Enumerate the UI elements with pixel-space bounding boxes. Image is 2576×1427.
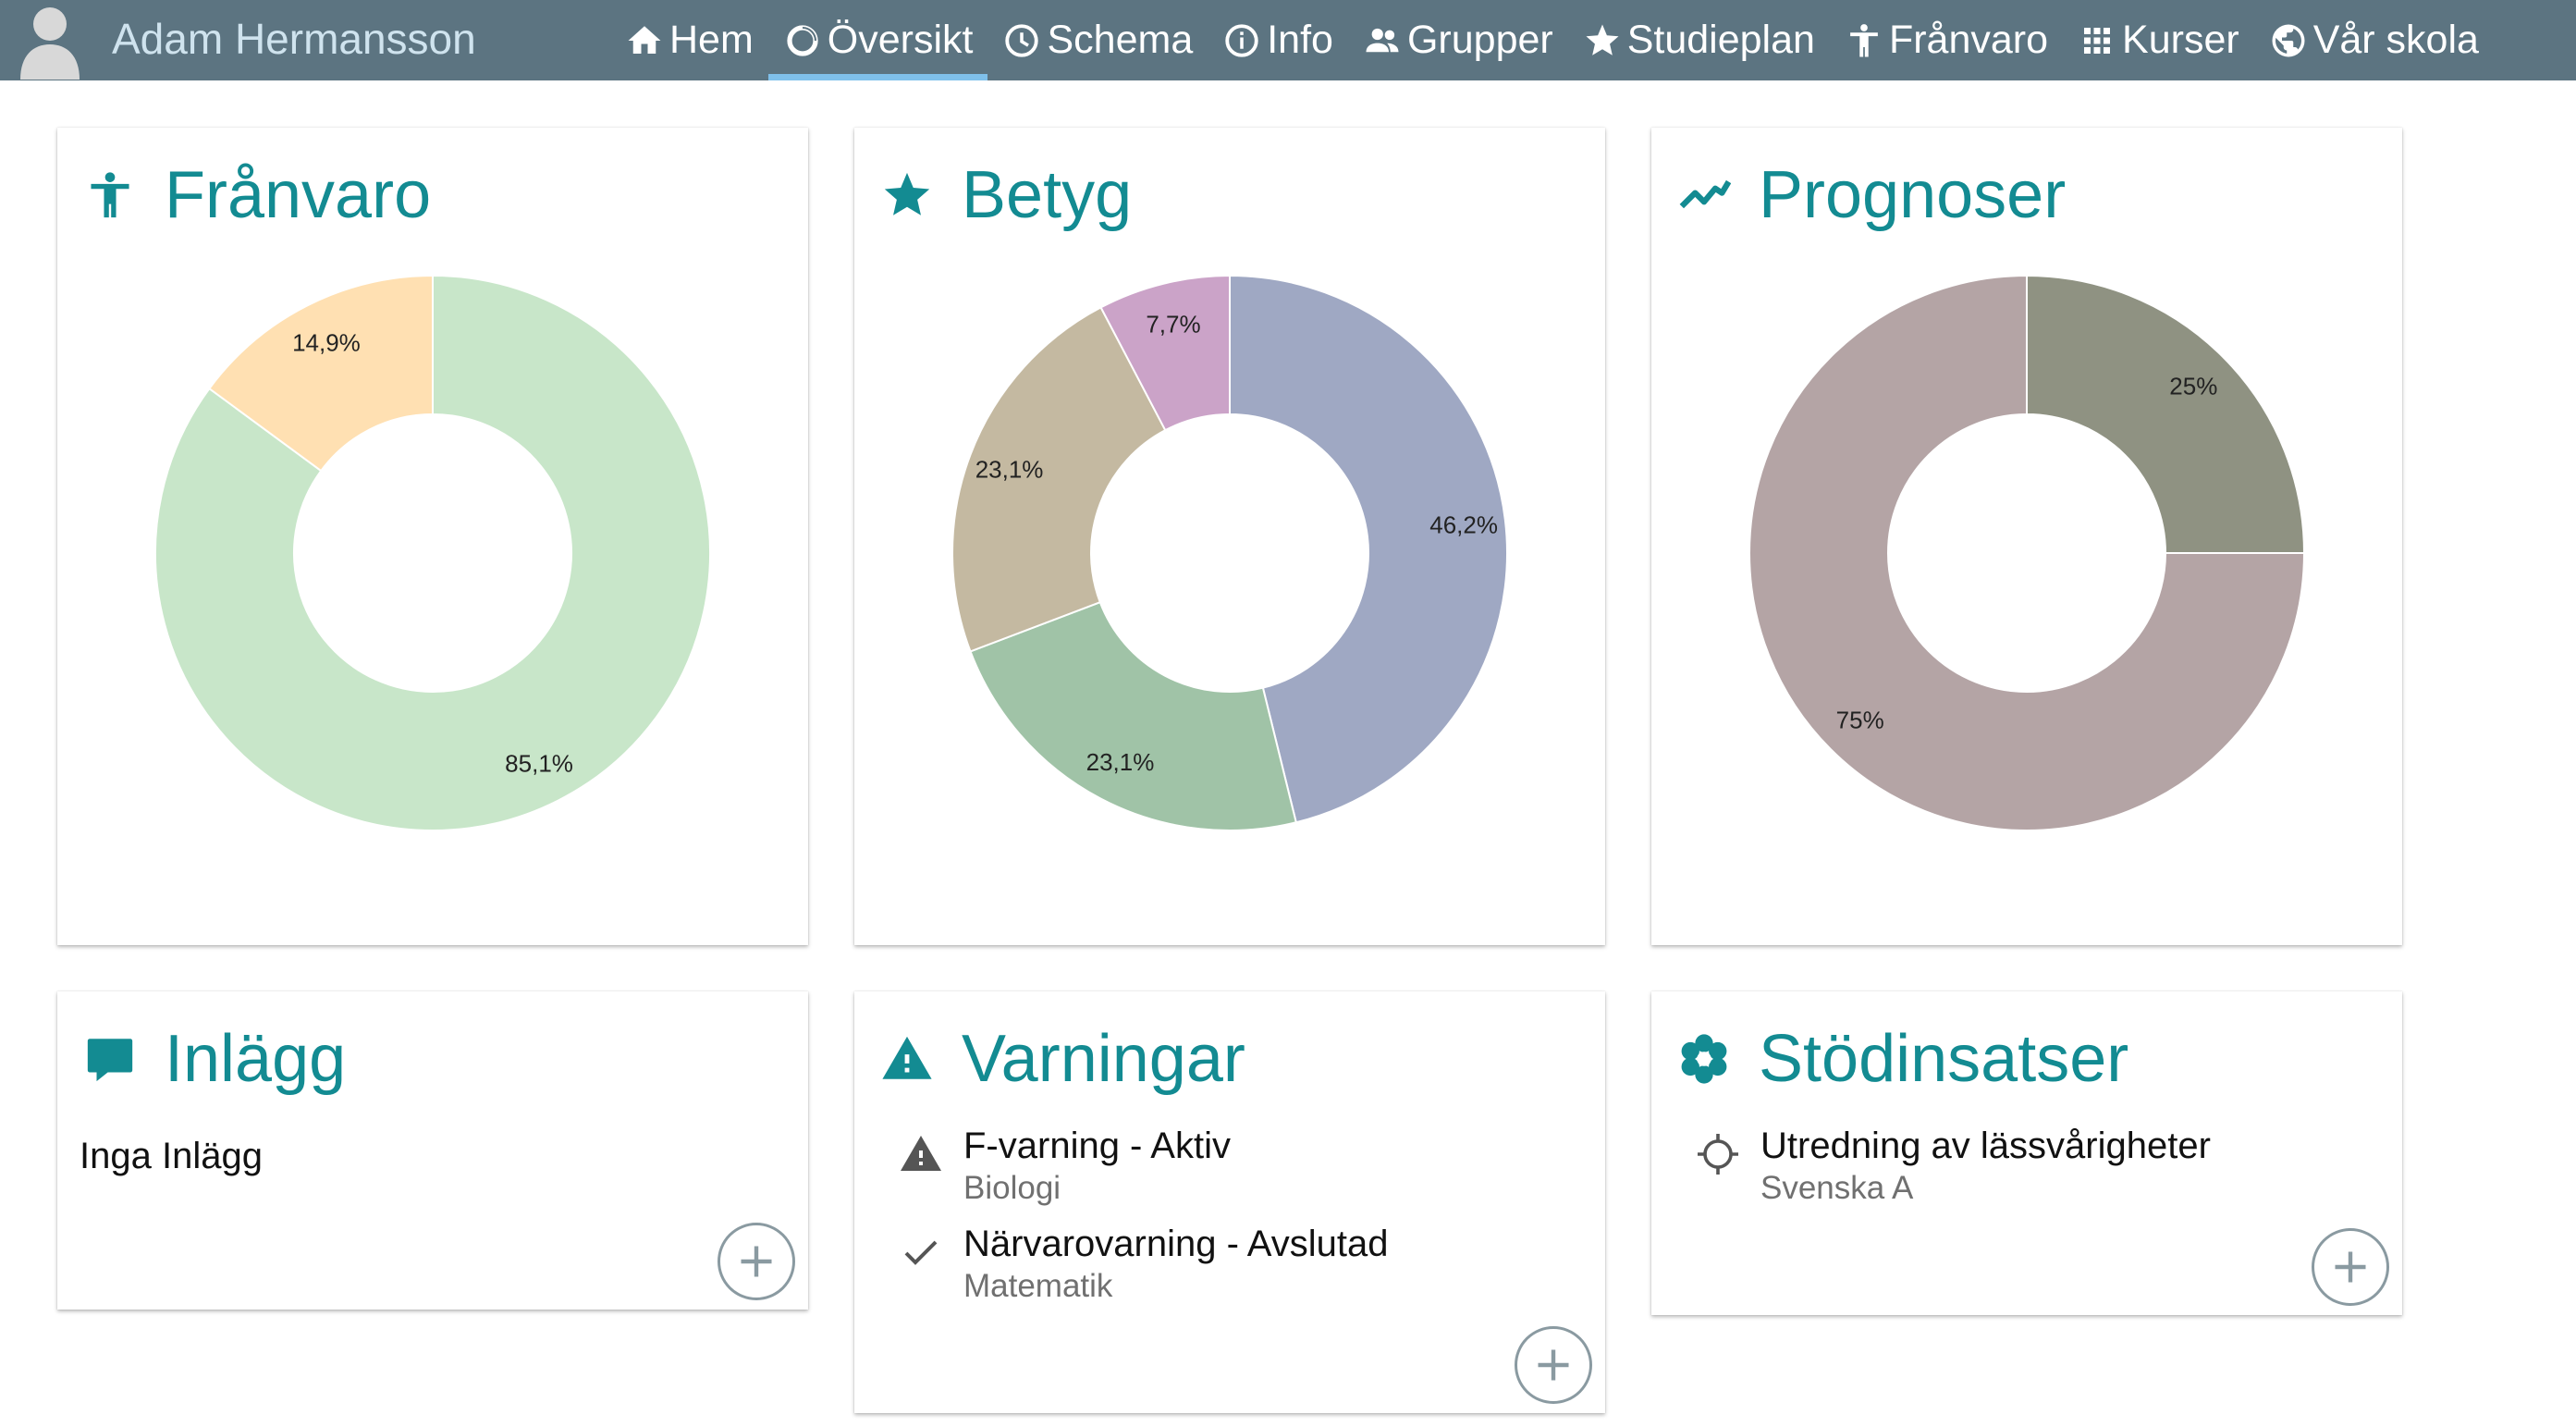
slice-value-label: 7,7% [1146, 310, 1200, 338]
person-icon [91, 172, 129, 218]
nav-item-studieplan[interactable]: Studieplan [1568, 0, 1830, 80]
card-header: Betyg [880, 154, 1132, 237]
list-item-subtitle: Svenska A [1760, 1170, 1914, 1206]
slice-value-label: 23,1% [1086, 748, 1155, 776]
franvaro-donut-chart: 85,1% 14,9% [154, 274, 711, 831]
trend-icon [1679, 179, 1731, 209]
plus-icon [2335, 1251, 2366, 1283]
list-item-text: Närvarovarning - Avslutad Matematik [963, 1221, 1389, 1306]
list-item-text: F-varning - Aktiv Biologi [963, 1123, 1231, 1208]
list-item-title: Närvarovarning - Avslutad [963, 1224, 1389, 1264]
overview-icon [787, 24, 818, 56]
nav-item-label: Hem [669, 18, 754, 62]
pie-slice-giltig[interactable] [208, 274, 434, 473]
pie-slice-närvarande[interactable] [154, 274, 711, 831]
card-title: Prognoser [1759, 158, 2067, 232]
list-item[interactable]: Närvarovarning - Avslutad Matematik [899, 1221, 1389, 1306]
inlagg-card: Inlägg Inga Inlägg [57, 991, 808, 1310]
varningar-card: Varningar F-varning - Aktiv Biologi Närv… [854, 991, 1605, 1413]
nav-item-label: Grupper [1406, 18, 1553, 62]
franvaro-card: Frånvaro 85,1%14,9% NärvarandeGiltig [57, 128, 808, 1027]
prognoser-donut-chart: 25% 75% [1748, 274, 2306, 831]
card-title: Betyg [962, 158, 1133, 232]
pie-slice-a[interactable] [951, 306, 1167, 653]
check-icon [904, 1240, 938, 1265]
add-stodinsats-button[interactable] [2312, 1228, 2389, 1306]
card-header: Frånvaro [83, 154, 431, 237]
nav-item-grupper[interactable]: Grupper [1348, 0, 1568, 80]
slice-value-label: 46,2% [1429, 511, 1498, 538]
pie-slice-d[interactable] [1099, 274, 1231, 432]
list-item[interactable]: F-varning - Aktiv Biologi [899, 1123, 1231, 1208]
nav-item-hem[interactable]: Hem [610, 0, 768, 80]
nav-item-kurser[interactable]: Kurser [2063, 0, 2254, 80]
list-item-subtitle: Biologi [963, 1170, 1061, 1206]
card-header: Stödinsatser [1677, 1017, 2128, 1101]
card-title: Inlägg [165, 1022, 347, 1096]
user-name[interactable]: Adam Hermansson [112, 15, 476, 63]
slice-value-label: 14,9% [292, 328, 361, 356]
card-title: Varningar [962, 1022, 1245, 1096]
info-icon [1225, 23, 1258, 57]
slice-value-label: 85,1% [505, 750, 573, 778]
empty-state-text: Inga Inlägg [80, 1136, 263, 1176]
flower-icon [1681, 1034, 1727, 1084]
prognoser-card: Prognoser 25%75% Ur fasI fas [1651, 128, 2402, 1027]
warning-icon [882, 1036, 932, 1079]
globe-icon [2272, 24, 2305, 56]
nav-item-label: Översikt [827, 18, 974, 62]
card-header: Varningar [880, 1017, 1245, 1101]
pie-slice-c[interactable] [969, 600, 1298, 831]
add-varning-button[interactable] [1515, 1326, 1592, 1404]
star-icon [1586, 24, 1619, 55]
pie-slice-b[interactable] [1229, 274, 1509, 824]
plus-icon [741, 1246, 772, 1277]
list-item-title: F-varning - Aktiv [963, 1126, 1231, 1166]
person-icon [1850, 23, 1878, 56]
comment-icon [87, 1039, 133, 1082]
avatar[interactable] [17, 0, 83, 80]
plus-icon [1538, 1349, 1569, 1381]
star-icon [884, 172, 930, 215]
add-inlagg-button[interactable] [718, 1223, 795, 1300]
nav-item-label: Info [1267, 18, 1333, 62]
list-item[interactable]: Utredning av lässvårigheter Svenska A [1696, 1123, 2211, 1208]
crosshair-icon [1698, 1134, 1738, 1175]
pie-slice-ur-fas[interactable] [2026, 274, 2306, 554]
card-header: Prognoser [1677, 154, 2066, 237]
pie-slice-i-fas[interactable] [1748, 274, 2306, 831]
grid-icon [2084, 27, 2111, 54]
list-item-subtitle: Matematik [963, 1268, 1113, 1304]
nav-item-label: Studieplan [1626, 18, 1815, 62]
betyg-donut-chart: 46,2% 23,1% 23,1% 7,7% [951, 274, 1509, 831]
nav-item-schema[interactable]: Schema [987, 0, 1208, 80]
card-title: Frånvaro [165, 158, 432, 232]
slice-value-label: 23,1% [975, 456, 1044, 484]
stodinsatser-card: Stödinsatser Utredning av lässvårigheter… [1651, 991, 2402, 1315]
nav-item-franvaro[interactable]: Frånvaro [1830, 0, 2063, 80]
nav-item-label: Schema [1047, 18, 1194, 62]
list-item-text: Utredning av lässvårigheter Svenska A [1760, 1123, 2211, 1208]
top-bar: Adam Hermansson Hem Översikt Schema Info… [0, 0, 2576, 80]
nav-item-label: Vår skola [2312, 18, 2479, 62]
group-icon [1366, 28, 1399, 52]
home-icon [628, 25, 661, 54]
main-nav: Hem Översikt Schema Info Grupper Studiep… [610, 0, 2494, 80]
clock-icon [1005, 23, 1039, 57]
nav-item-var-skola[interactable]: Vår skola [2254, 0, 2494, 80]
card-header: Inlägg [83, 1017, 346, 1101]
betyg-card: Betyg 46,2%23,1%23,1%7,7% BCAD [854, 128, 1605, 1027]
nav-item-label: Kurser [2122, 18, 2239, 62]
slice-value-label: 75% [1836, 706, 1884, 733]
card-title: Stödinsatser [1759, 1022, 2129, 1096]
slice-value-label: 25% [2169, 373, 2217, 400]
nav-item-oversikt[interactable]: Översikt [767, 0, 988, 80]
list-item-title: Utredning av lässvårigheter [1760, 1126, 2211, 1166]
warning-icon [901, 1136, 941, 1171]
nav-item-label: Frånvaro [1888, 18, 2049, 62]
nav-item-info[interactable]: Info [1208, 0, 1348, 80]
